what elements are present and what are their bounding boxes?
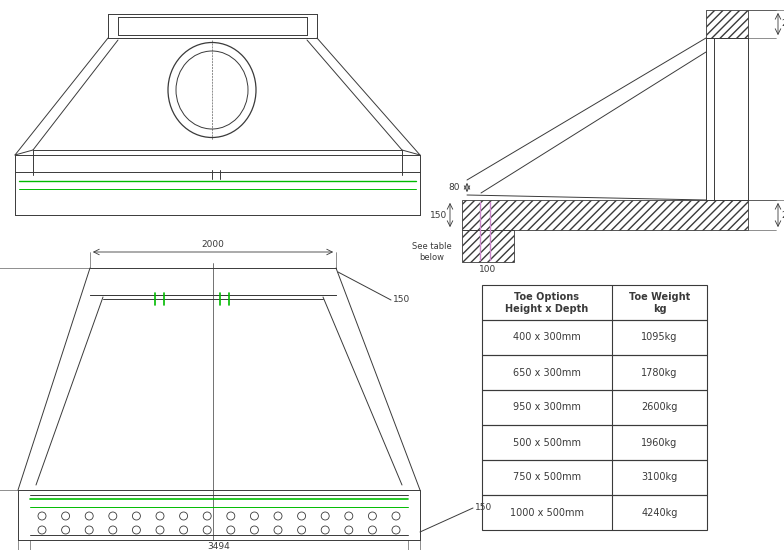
Text: 400 x 300mm: 400 x 300mm — [513, 333, 581, 343]
Text: 200: 200 — [781, 19, 784, 29]
Text: 1780kg: 1780kg — [641, 367, 677, 377]
Text: 100: 100 — [479, 266, 496, 274]
Text: 750 x 500mm: 750 x 500mm — [513, 472, 581, 482]
Text: 1000 x 500mm: 1000 x 500mm — [510, 508, 584, 518]
Bar — [462, 230, 514, 262]
Bar — [482, 320, 707, 355]
Text: 500 x 500mm: 500 x 500mm — [513, 437, 581, 448]
Bar — [482, 425, 707, 460]
Text: Toe Weight: Toe Weight — [629, 293, 690, 303]
Text: See table
below: See table below — [412, 243, 452, 262]
Text: 80: 80 — [448, 183, 460, 192]
Text: 3494: 3494 — [208, 542, 230, 550]
Text: 4240kg: 4240kg — [641, 508, 677, 518]
Text: 150: 150 — [393, 295, 410, 305]
Bar — [482, 390, 707, 425]
Text: 1960kg: 1960kg — [641, 437, 677, 448]
Bar — [482, 355, 707, 390]
Bar — [706, 10, 748, 38]
Bar — [462, 200, 748, 230]
Bar — [482, 460, 707, 495]
Text: kg: kg — [653, 304, 666, 313]
Text: 2600kg: 2600kg — [641, 403, 677, 412]
Text: 1095kg: 1095kg — [641, 333, 677, 343]
Text: Toe Options: Toe Options — [514, 293, 579, 303]
Text: 3100kg: 3100kg — [641, 472, 677, 482]
Text: 150: 150 — [430, 211, 447, 219]
Text: 200: 200 — [781, 211, 784, 219]
Text: Height x Depth: Height x Depth — [506, 304, 589, 313]
Text: 650 x 300mm: 650 x 300mm — [513, 367, 581, 377]
Text: 2000: 2000 — [201, 240, 224, 249]
Text: 950 x 300mm: 950 x 300mm — [513, 403, 581, 412]
Bar — [482, 285, 707, 320]
Bar — [706, 38, 748, 200]
Text: 150: 150 — [475, 503, 492, 513]
Bar — [482, 495, 707, 530]
